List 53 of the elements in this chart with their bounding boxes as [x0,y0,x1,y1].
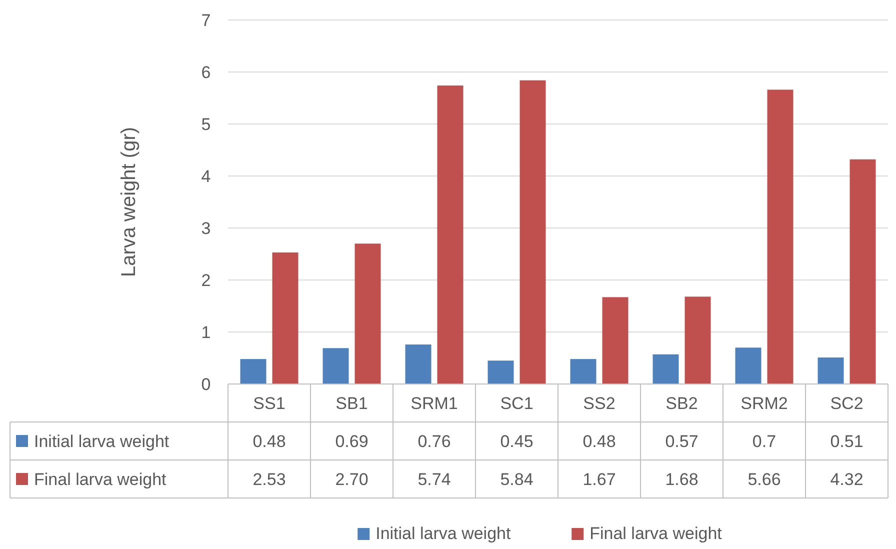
x-tick-label: SC1 [500,394,534,413]
bar [735,348,762,384]
data-label: 0.51 [830,432,864,451]
y-axis-title: Larva weight (gr) [118,126,140,278]
text: Initial larva weight [376,524,511,543]
legend-label: Final larva weight [34,470,167,489]
data-label: 5.66 [748,470,781,489]
y-tick-label: 0 [201,375,211,394]
legend-label: Initial larva weight [34,432,170,451]
data-label: 1.67 [582,470,616,489]
bar [850,159,876,384]
bar [322,348,349,384]
bar [570,359,596,384]
data-label: 0.48 [252,432,286,451]
bar [354,244,381,384]
data-label: 0.57 [665,432,698,451]
data-label: 0.48 [582,432,616,451]
bar [405,344,432,384]
bar [767,90,794,384]
y-tick-label: 7 [201,11,211,30]
y-tick-label: 5 [201,115,211,134]
bar [684,296,711,384]
bar [437,86,464,384]
data-label: 4.32 [830,470,864,489]
data-label: 0.45 [500,432,534,451]
bar [652,354,679,384]
data-label: 1.68 [665,470,698,489]
data-label: 2.70 [335,470,368,489]
x-tick-label: SB2 [666,394,698,413]
y-tick-label: 1 [201,323,211,342]
x-tick-label: SS1 [253,394,286,413]
bar [818,357,844,384]
data-label: 0.76 [418,432,451,451]
data-label: 5.74 [418,470,451,489]
x-tick-label: SS2 [583,394,616,413]
data-label: 5.84 [500,470,534,489]
data-label: 0.7 [752,432,776,451]
data-label: 2.53 [252,470,286,489]
bar [602,297,628,384]
y-tick-label: 6 [201,63,211,82]
y-tick-label: 3 [201,219,211,238]
bar [240,359,266,384]
bar [272,252,298,384]
x-tick-label: SB1 [336,394,368,413]
text: Final larva weight [590,524,722,543]
x-tick-label: SRM1 [410,394,458,413]
y-tick-label: 4 [201,167,211,186]
data-label: 0.69 [335,432,368,451]
bar [488,360,514,384]
x-tick-label: SC2 [830,394,864,413]
bar [520,80,546,384]
x-tick-label: SRM2 [740,394,788,413]
y-tick-label: 2 [201,271,211,290]
